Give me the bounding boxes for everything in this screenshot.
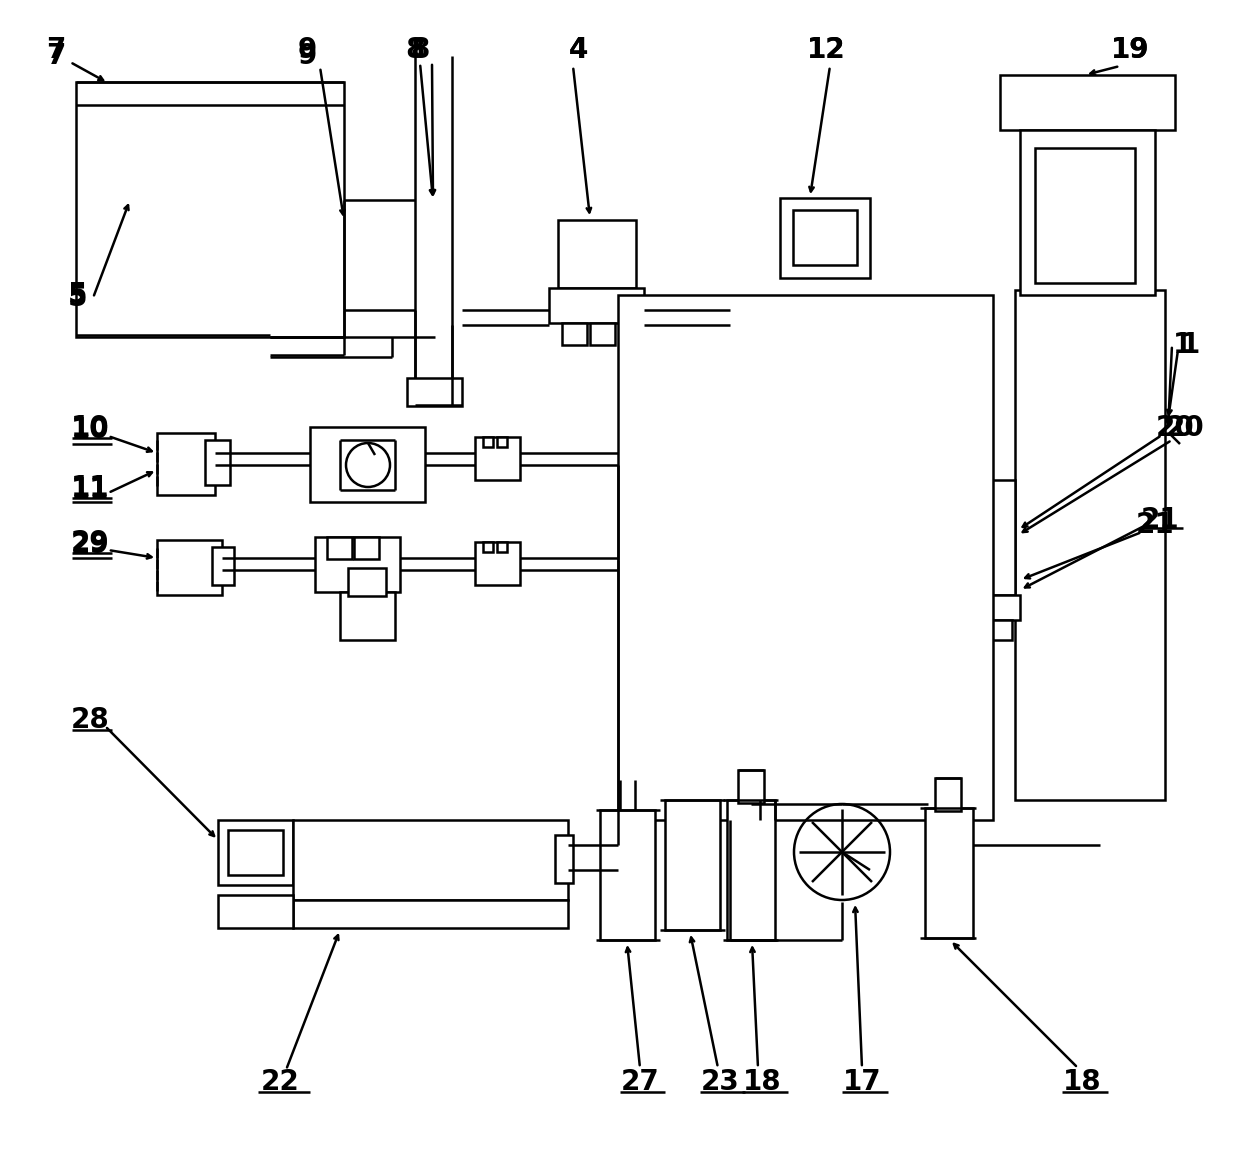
- Bar: [484, 437, 494, 447]
- Bar: [157, 540, 222, 595]
- Text: 21: 21: [1136, 511, 1174, 539]
- Bar: [340, 592, 396, 640]
- Text: 5: 5: [68, 284, 88, 312]
- Text: 20: 20: [1166, 414, 1204, 442]
- Text: 10: 10: [71, 415, 109, 444]
- Bar: [293, 820, 568, 900]
- Text: 29: 29: [71, 529, 109, 557]
- Text: 10: 10: [71, 414, 109, 442]
- Bar: [558, 220, 636, 288]
- Bar: [353, 537, 379, 559]
- Bar: [738, 770, 764, 803]
- Bar: [497, 437, 507, 447]
- Bar: [999, 75, 1176, 130]
- Text: 11: 11: [71, 474, 109, 502]
- Text: 8: 8: [405, 36, 424, 63]
- Bar: [205, 440, 229, 485]
- Bar: [590, 323, 615, 345]
- Bar: [556, 835, 573, 883]
- Bar: [935, 778, 961, 811]
- Text: 22: 22: [260, 1067, 299, 1096]
- Bar: [315, 537, 401, 592]
- Bar: [1016, 290, 1166, 800]
- Bar: [497, 542, 507, 552]
- Text: 1: 1: [1173, 331, 1193, 359]
- Bar: [780, 198, 870, 278]
- Text: 29: 29: [71, 531, 109, 559]
- Bar: [1035, 148, 1135, 283]
- Text: 8: 8: [410, 36, 430, 63]
- Bar: [228, 830, 283, 875]
- Text: 18: 18: [743, 1067, 781, 1096]
- Bar: [218, 820, 293, 885]
- Text: 27: 27: [621, 1067, 660, 1096]
- Text: 12: 12: [807, 36, 846, 63]
- Bar: [975, 595, 1021, 620]
- Bar: [925, 808, 973, 938]
- Text: 7: 7: [46, 36, 66, 63]
- Text: 28: 28: [71, 706, 109, 734]
- Text: 12: 12: [807, 36, 846, 63]
- Text: 20: 20: [1156, 414, 1194, 442]
- Text: 4: 4: [568, 36, 588, 63]
- Bar: [293, 900, 568, 928]
- Bar: [665, 800, 720, 930]
- Bar: [600, 810, 655, 941]
- Bar: [562, 323, 587, 345]
- Text: 9: 9: [298, 36, 316, 63]
- Bar: [484, 542, 494, 552]
- Text: 5: 5: [68, 282, 88, 309]
- Bar: [348, 568, 386, 595]
- Text: 18: 18: [1063, 1067, 1101, 1096]
- Bar: [549, 288, 644, 323]
- Text: 17: 17: [843, 1067, 882, 1096]
- Bar: [1021, 130, 1154, 295]
- Text: 19: 19: [1111, 36, 1149, 63]
- Bar: [727, 800, 775, 941]
- Text: 23: 23: [701, 1067, 739, 1096]
- Text: 21: 21: [1141, 505, 1179, 534]
- Text: 9: 9: [298, 42, 316, 70]
- Bar: [794, 210, 857, 265]
- Bar: [310, 427, 425, 502]
- Bar: [475, 542, 520, 585]
- Bar: [618, 295, 993, 820]
- Bar: [407, 379, 463, 406]
- Bar: [327, 537, 352, 559]
- Bar: [982, 620, 1012, 640]
- Bar: [475, 437, 520, 480]
- Text: 4: 4: [568, 36, 588, 63]
- Text: 7: 7: [46, 42, 66, 70]
- Bar: [76, 82, 343, 337]
- Bar: [212, 547, 234, 585]
- Bar: [218, 896, 293, 928]
- Text: 11: 11: [71, 475, 109, 504]
- Bar: [980, 480, 1016, 595]
- Text: 1: 1: [1180, 331, 1199, 359]
- Text: 19: 19: [1111, 36, 1149, 63]
- Bar: [157, 433, 215, 495]
